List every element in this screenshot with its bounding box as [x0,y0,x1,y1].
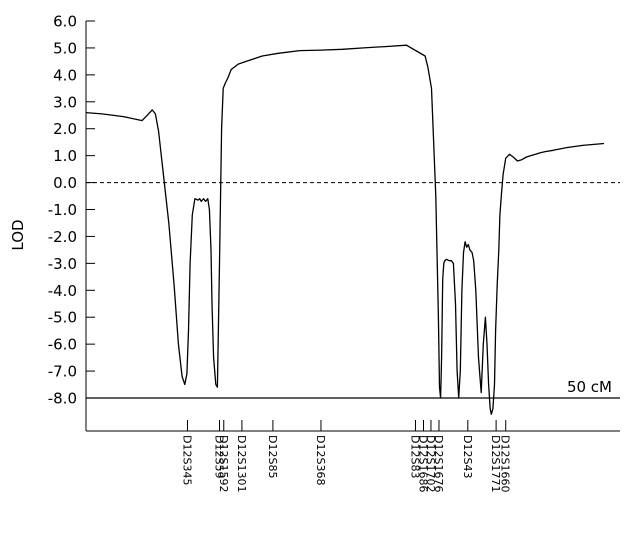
y-axis-label: LOD [9,219,27,250]
marker-label: D12S1771 [489,435,502,492]
marker-label: D12S1702 [424,435,437,492]
marker-label: D12S1660 [499,435,512,492]
y-tick-label: -3.0 [48,255,77,273]
y-tick-label: 3.0 [53,93,77,111]
y-tick-label: 1.0 [53,147,77,165]
y-tick-label: -8.0 [48,390,77,408]
marker-label: D12S1686 [417,435,430,492]
series-line [85,44,605,415]
marker-label: D12S43 [461,435,474,478]
y-tick-label: 4.0 [53,66,77,84]
marker-label: D12S345 [181,435,194,485]
y-tick-label: -2.0 [48,228,77,246]
y-ticks: 6.0 5.0 4.0 3.0 2.0 1.0 0.0 -1.0 -2.0 -3.0 -4.0 -5.… [48,13,95,408]
marker-label: D12S59 [213,435,226,478]
y-tick-label: -7.0 [48,363,77,381]
marker-label: D12S368 [314,435,327,485]
y-tick-label: -5.0 [48,309,77,327]
marker-label: D12S1592 [217,435,230,492]
marker-label: D12S83 [409,435,422,478]
y-tick-label: -4.0 [48,282,77,300]
marker-label: D12S85 [266,435,279,478]
y-tick-label: 6.0 [53,13,77,31]
marker-label: D12S1301 [235,435,248,492]
baseline-label: 50 cM [567,378,612,396]
axes [85,21,620,432]
y-tick-label: 5.0 [53,39,77,57]
y-tick-label: 0.0 [53,174,77,192]
y-tick-label: -6.0 [48,336,77,354]
lod-series [85,44,605,415]
y-tick-label: 2.0 [53,120,77,138]
marker-label: D12S1676 [432,435,445,492]
y-tick-label: -1.0 [48,201,77,219]
